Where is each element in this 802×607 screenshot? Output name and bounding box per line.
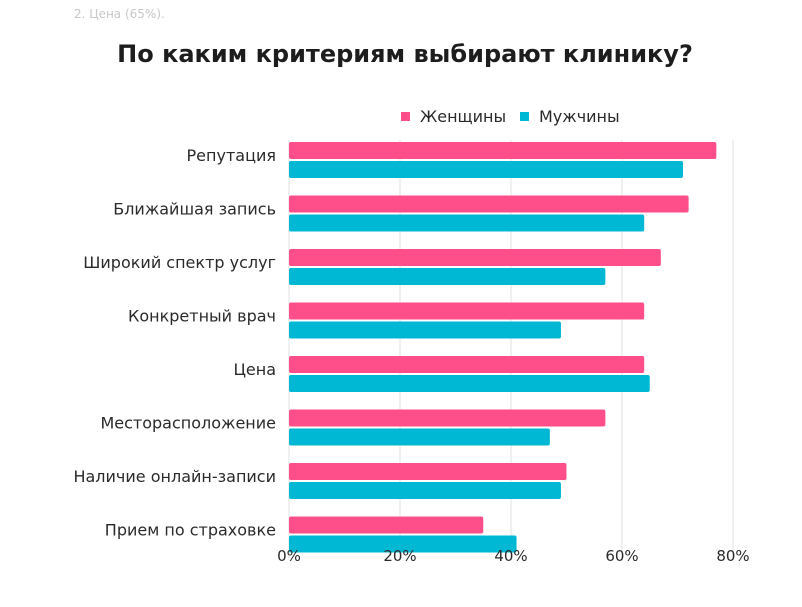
bar-men-0 bbox=[289, 161, 684, 178]
chart-title: По каким критериям выбирают клинику? bbox=[117, 40, 693, 68]
bar-men-5 bbox=[289, 428, 550, 446]
bar-men-6 bbox=[289, 482, 561, 499]
bar-men-3 bbox=[289, 321, 561, 339]
x-axis-ticks: 0% 20% 40% 60% 80% bbox=[277, 547, 750, 565]
legend-label-women: Женщины bbox=[420, 107, 506, 126]
x-tick-label-1: 20% bbox=[383, 547, 416, 565]
top-text-fragment: 2. Цена (65%). bbox=[74, 7, 165, 21]
legend-label-men: Мужчины bbox=[539, 107, 620, 126]
category-labels: Репутация Ближайшая запись Широкий спектр … bbox=[73, 146, 276, 540]
category-label-6: Наличие онлайн-записи bbox=[73, 467, 276, 486]
bar-women-7 bbox=[289, 516, 484, 534]
category-label-1: Ближайшая запись bbox=[113, 200, 276, 219]
bar-women-3 bbox=[289, 302, 645, 320]
bar-women-5 bbox=[289, 409, 606, 427]
x-tick-label-0: 0% bbox=[277, 547, 301, 565]
legend-swatch-women bbox=[401, 112, 410, 121]
category-label-0: Репутация bbox=[187, 146, 276, 165]
legend: Женщины Мужчины bbox=[401, 107, 620, 126]
bar-women-1 bbox=[289, 195, 689, 213]
bar-men-2 bbox=[289, 268, 606, 285]
bar-women-4 bbox=[289, 356, 645, 373]
x-tick-label-4: 80% bbox=[716, 547, 749, 565]
bar-women-6 bbox=[289, 463, 567, 480]
bar-women-2 bbox=[289, 249, 661, 266]
category-label-5: Месторасположение bbox=[100, 414, 276, 433]
category-label-3: Конкретный врач bbox=[128, 307, 276, 326]
bar-series bbox=[289, 142, 717, 553]
x-tick-label-2: 40% bbox=[494, 547, 527, 565]
bar-women-0 bbox=[289, 142, 717, 159]
category-label-7: Прием по страховке bbox=[105, 521, 276, 540]
category-label-2: Широкий спектр услуг bbox=[83, 253, 276, 272]
bar-men-4 bbox=[289, 375, 650, 392]
category-label-4: Цена bbox=[233, 360, 276, 379]
legend-swatch-men bbox=[520, 112, 529, 121]
x-tick-label-3: 60% bbox=[605, 547, 638, 565]
bar-men-7 bbox=[289, 535, 517, 553]
bar-men-1 bbox=[289, 214, 645, 232]
